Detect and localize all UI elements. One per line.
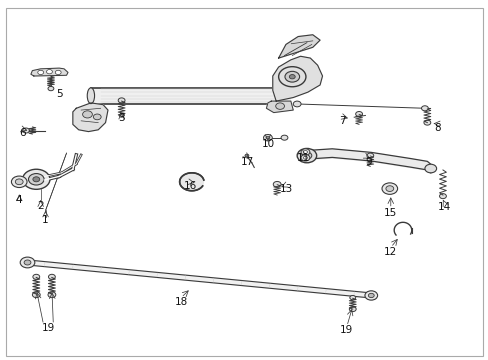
Circle shape: [424, 164, 436, 173]
Circle shape: [349, 296, 355, 300]
Ellipse shape: [87, 88, 94, 104]
Circle shape: [421, 106, 427, 111]
Polygon shape: [272, 56, 322, 101]
Text: 3: 3: [118, 113, 124, 123]
Circle shape: [55, 70, 61, 75]
Circle shape: [355, 112, 362, 117]
Text: 4: 4: [16, 195, 22, 205]
Text: 19: 19: [340, 325, 353, 335]
Circle shape: [263, 134, 272, 141]
Circle shape: [285, 71, 299, 82]
Circle shape: [32, 292, 40, 298]
Circle shape: [348, 307, 355, 312]
Polygon shape: [278, 35, 320, 58]
Circle shape: [273, 181, 281, 187]
Circle shape: [244, 154, 248, 157]
Text: 19: 19: [42, 323, 55, 333]
Text: 16: 16: [184, 181, 197, 192]
Text: 2: 2: [37, 201, 44, 211]
Circle shape: [119, 114, 124, 117]
Circle shape: [289, 75, 295, 79]
Circle shape: [293, 101, 301, 107]
Circle shape: [28, 174, 44, 185]
Circle shape: [46, 69, 52, 74]
Circle shape: [22, 169, 50, 189]
Polygon shape: [266, 101, 293, 113]
Circle shape: [303, 156, 307, 159]
Circle shape: [118, 98, 125, 103]
Bar: [91, 88, 290, 104]
Circle shape: [22, 128, 29, 133]
Text: 14: 14: [437, 202, 450, 212]
Text: 13: 13: [279, 184, 292, 194]
Polygon shape: [73, 103, 108, 132]
Circle shape: [93, 114, 101, 120]
Circle shape: [302, 152, 311, 159]
Circle shape: [48, 86, 54, 91]
Polygon shape: [31, 68, 68, 76]
Circle shape: [278, 67, 305, 87]
Circle shape: [38, 70, 43, 75]
Circle shape: [48, 274, 55, 279]
Circle shape: [11, 176, 27, 188]
Circle shape: [301, 149, 309, 155]
Text: 11: 11: [296, 153, 309, 163]
Circle shape: [385, 186, 393, 192]
Circle shape: [275, 103, 284, 109]
Circle shape: [33, 177, 40, 182]
Circle shape: [48, 292, 56, 298]
Circle shape: [82, 111, 92, 118]
Circle shape: [33, 274, 40, 279]
Circle shape: [20, 257, 35, 268]
Circle shape: [281, 135, 287, 140]
Text: 1: 1: [42, 215, 49, 225]
Circle shape: [439, 194, 446, 199]
Text: 6: 6: [20, 129, 26, 138]
Text: 15: 15: [384, 208, 397, 218]
Circle shape: [301, 154, 309, 161]
Circle shape: [423, 120, 430, 125]
Circle shape: [303, 150, 307, 153]
Circle shape: [297, 148, 316, 163]
Circle shape: [366, 153, 373, 158]
Text: 17: 17: [241, 157, 254, 167]
Circle shape: [367, 293, 373, 298]
Circle shape: [265, 136, 269, 139]
Circle shape: [381, 183, 397, 194]
Text: 18: 18: [174, 297, 187, 307]
Text: 10: 10: [261, 139, 274, 149]
Text: 5: 5: [56, 89, 62, 99]
Circle shape: [24, 260, 31, 265]
Text: 12: 12: [384, 247, 397, 257]
Circle shape: [364, 291, 377, 300]
Text: 8: 8: [433, 123, 440, 133]
Text: 7: 7: [338, 116, 345, 126]
Polygon shape: [179, 173, 203, 191]
Circle shape: [15, 179, 23, 185]
Polygon shape: [27, 260, 371, 298]
Text: 9: 9: [365, 157, 371, 167]
